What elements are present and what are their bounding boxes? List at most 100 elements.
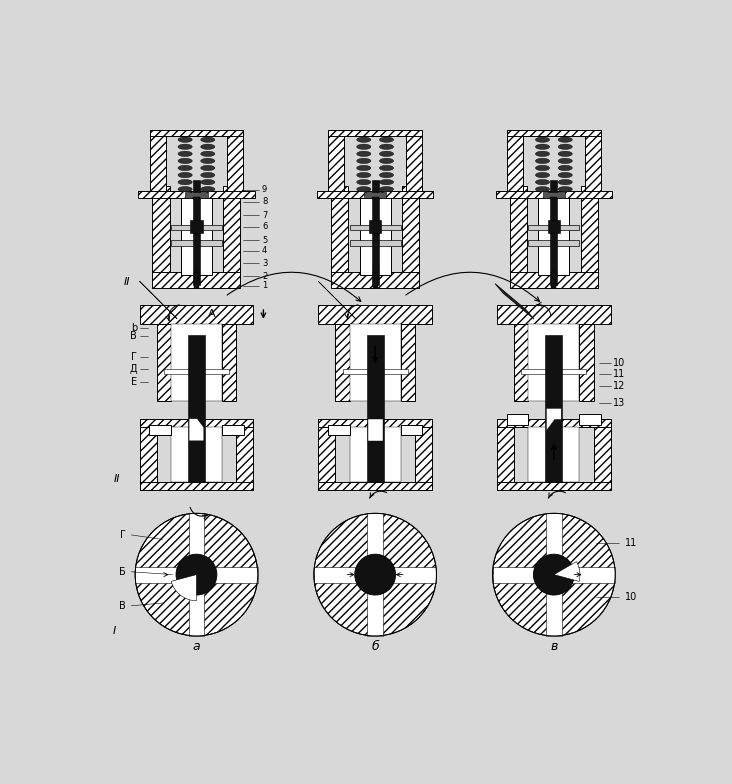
Text: II: II (123, 277, 130, 287)
Bar (135, 567, 258, 583)
Text: Б: Б (119, 567, 126, 577)
Bar (236, 419, 253, 489)
Bar (181, 198, 212, 275)
Bar (152, 272, 240, 289)
Bar (164, 369, 229, 374)
Bar (493, 567, 615, 583)
Bar (329, 129, 344, 198)
Bar (140, 305, 253, 324)
Text: II: II (114, 474, 121, 484)
Ellipse shape (379, 137, 394, 143)
Bar (580, 415, 601, 424)
Text: 7: 7 (262, 211, 267, 220)
Text: Г: Г (119, 530, 126, 540)
Bar (188, 335, 205, 482)
Bar (510, 187, 527, 275)
Ellipse shape (558, 165, 572, 171)
Bar (497, 305, 610, 324)
Text: 11: 11 (625, 539, 637, 549)
Ellipse shape (379, 144, 394, 150)
Bar (152, 187, 170, 275)
Bar (314, 567, 436, 583)
Bar (157, 324, 171, 401)
Bar (350, 324, 400, 401)
Bar (171, 426, 222, 482)
Bar (550, 197, 557, 199)
Bar (497, 482, 610, 489)
Text: 9: 9 (262, 185, 267, 194)
Ellipse shape (178, 165, 193, 171)
Bar (580, 324, 594, 401)
Ellipse shape (356, 180, 371, 185)
Circle shape (314, 514, 436, 636)
Polygon shape (189, 419, 203, 441)
Bar (415, 419, 432, 489)
Bar (372, 180, 378, 285)
Bar (594, 419, 610, 489)
Bar (222, 324, 236, 401)
Bar (369, 220, 381, 233)
Ellipse shape (356, 165, 371, 171)
Ellipse shape (379, 158, 394, 164)
Bar (171, 324, 222, 401)
Bar (496, 191, 612, 198)
Bar (318, 419, 432, 426)
Ellipse shape (178, 151, 193, 157)
Bar (350, 426, 400, 482)
Bar (510, 272, 598, 289)
Ellipse shape (535, 151, 550, 157)
Bar (507, 129, 523, 198)
Ellipse shape (379, 172, 394, 178)
Ellipse shape (558, 180, 572, 185)
Ellipse shape (558, 158, 572, 164)
Bar (171, 240, 222, 245)
Bar (149, 425, 171, 435)
Bar (529, 324, 580, 401)
Bar (514, 324, 529, 401)
Text: В: В (119, 601, 126, 611)
Text: Е: Е (131, 377, 137, 387)
Bar (350, 240, 400, 245)
Wedge shape (554, 561, 580, 582)
Bar (400, 324, 415, 401)
Bar (529, 224, 580, 230)
Ellipse shape (201, 180, 215, 185)
Bar (331, 187, 348, 275)
Text: 8: 8 (262, 197, 267, 206)
Bar (529, 240, 580, 245)
Text: 10: 10 (625, 592, 637, 602)
Ellipse shape (535, 165, 550, 171)
Ellipse shape (535, 158, 550, 164)
Bar (223, 187, 240, 275)
Text: в: в (550, 641, 558, 653)
Bar (318, 419, 335, 489)
Wedge shape (171, 575, 196, 601)
Bar (171, 224, 222, 230)
Ellipse shape (356, 187, 371, 192)
Bar (318, 305, 432, 324)
Bar (373, 272, 378, 289)
Bar (317, 191, 433, 198)
Text: 11: 11 (613, 369, 626, 379)
Text: Г: Г (131, 352, 137, 362)
Ellipse shape (178, 180, 193, 185)
Bar (329, 129, 422, 136)
Ellipse shape (558, 144, 572, 150)
Ellipse shape (379, 180, 394, 185)
Bar (402, 187, 419, 275)
Bar (185, 192, 208, 198)
Bar (548, 220, 560, 233)
Text: I: I (113, 626, 116, 637)
Ellipse shape (178, 187, 193, 192)
Ellipse shape (178, 158, 193, 164)
Ellipse shape (356, 158, 371, 164)
Bar (190, 220, 203, 233)
Ellipse shape (356, 151, 371, 157)
Bar (331, 272, 419, 289)
Bar (400, 425, 422, 435)
Text: 3: 3 (262, 259, 267, 267)
Text: 6: 6 (262, 222, 267, 231)
Bar (542, 192, 565, 198)
Text: 13: 13 (613, 397, 626, 408)
Text: 4: 4 (262, 246, 267, 256)
